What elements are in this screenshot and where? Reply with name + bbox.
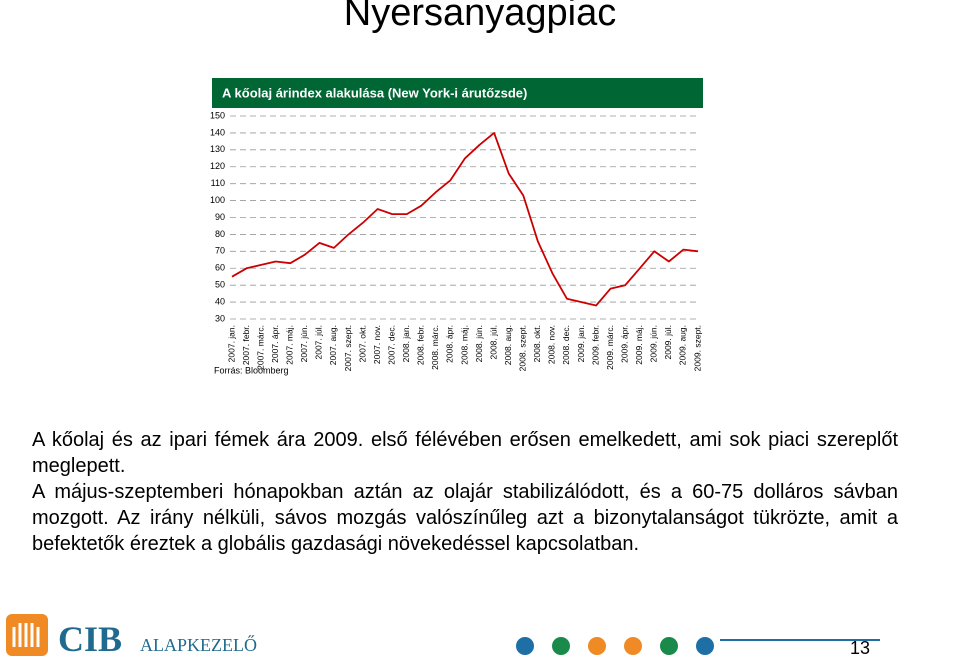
brand-text: ALAPKEZELŐ bbox=[140, 634, 257, 655]
chart-header bbox=[212, 78, 703, 108]
y-tick-label: 40 bbox=[215, 296, 225, 306]
x-tick-label: 2009. szept. bbox=[692, 325, 702, 371]
x-tick-label: 2008. máj. bbox=[459, 325, 469, 365]
x-tick-label: 2009. aug. bbox=[678, 325, 688, 365]
y-tick-label: 120 bbox=[210, 161, 225, 171]
dot bbox=[552, 637, 570, 655]
paragraph: A kőolaj és az ipari fémek ára 2009. els… bbox=[32, 429, 898, 477]
y-tick-label: 30 bbox=[215, 313, 225, 323]
x-tick-label: 2008. febr. bbox=[416, 325, 426, 365]
logo-icon-lines bbox=[12, 623, 40, 647]
x-tick-label: 2007. szept. bbox=[343, 325, 353, 371]
x-tick-label: 2008. márc. bbox=[430, 325, 440, 370]
y-tick-label: 100 bbox=[210, 195, 225, 205]
paragraph: A május-szeptemberi hónapokban aztán az … bbox=[32, 481, 898, 555]
footer: CIB ALAPKEZELŐ 13 bbox=[6, 614, 880, 659]
x-tick-label: 2008. jan. bbox=[401, 325, 411, 362]
x-tick-label: 2008. jún. bbox=[474, 325, 484, 362]
y-tick-label: 60 bbox=[215, 263, 225, 273]
body-text: A kőolaj és az ipari fémek ára 2009. els… bbox=[32, 427, 898, 557]
x-tick-label: 2007. jan. bbox=[226, 325, 236, 362]
y-tick-label: 70 bbox=[215, 246, 225, 256]
y-tick-label: 80 bbox=[215, 229, 225, 239]
y-tick-label: 90 bbox=[215, 212, 225, 222]
x-tick-label: 2007. febr. bbox=[241, 325, 251, 365]
x-tick-label: 2008. okt. bbox=[532, 325, 542, 362]
x-tick-label: 2008. aug. bbox=[503, 325, 513, 365]
x-tick-label: 2008. ápr. bbox=[445, 325, 455, 363]
x-tick-label: 2007. nov. bbox=[372, 325, 382, 364]
x-tick-label: 2009. jan. bbox=[576, 325, 586, 362]
x-tick-label: 2007. ápr. bbox=[270, 325, 280, 363]
y-tick-label: 50 bbox=[215, 280, 225, 290]
x-tick-label: 2007. jún. bbox=[299, 325, 309, 362]
chart-title: A kőolaj árindex alakulása (New York-i á… bbox=[222, 85, 527, 100]
dot bbox=[696, 637, 714, 655]
chart-source: Forrás: Bloomberg bbox=[214, 365, 289, 375]
y-tick-label: 140 bbox=[210, 127, 225, 137]
x-tick-label: 2009. febr. bbox=[590, 325, 600, 365]
chart: A kőolaj árindex alakulása (New York-i á… bbox=[210, 78, 703, 375]
x-tick-label: 2009. márc. bbox=[605, 325, 615, 370]
x-tick-label: 2007. dec. bbox=[386, 325, 396, 365]
x-tick-label: 2009. máj. bbox=[634, 325, 644, 365]
logo-text: CIB bbox=[58, 619, 122, 659]
x-tick-label: 2007. okt. bbox=[357, 325, 367, 362]
dot bbox=[588, 637, 606, 655]
x-tick-label: 2009. júl. bbox=[663, 325, 673, 360]
x-tick-label: 2009. ápr. bbox=[619, 325, 629, 363]
x-tick-label: 2008. nov. bbox=[547, 325, 557, 364]
x-tick-label: 2007. júl. bbox=[314, 325, 324, 360]
y-tick-label: 130 bbox=[210, 144, 225, 154]
x-tick-label: 2008. szept. bbox=[518, 325, 528, 371]
x-tick-label: 2009. jún. bbox=[649, 325, 659, 362]
x-tick-label: 2007. máj. bbox=[285, 325, 295, 365]
x-tick-label: 2008. júl. bbox=[488, 325, 498, 360]
slide-title: Nyersanyagpiac bbox=[343, 0, 617, 34]
x-tick-label: 2007. márc. bbox=[255, 325, 265, 370]
x-tick-label: 2008. dec. bbox=[561, 325, 571, 365]
x-tick-label: 2007. aug. bbox=[328, 325, 338, 365]
price-line bbox=[231, 132, 699, 307]
page-number: 13 bbox=[850, 638, 870, 658]
y-tick-label: 110 bbox=[211, 178, 225, 188]
dot bbox=[516, 637, 534, 655]
dot bbox=[624, 637, 642, 655]
dot bbox=[660, 637, 678, 655]
y-tick-label: 150 bbox=[210, 110, 225, 120]
